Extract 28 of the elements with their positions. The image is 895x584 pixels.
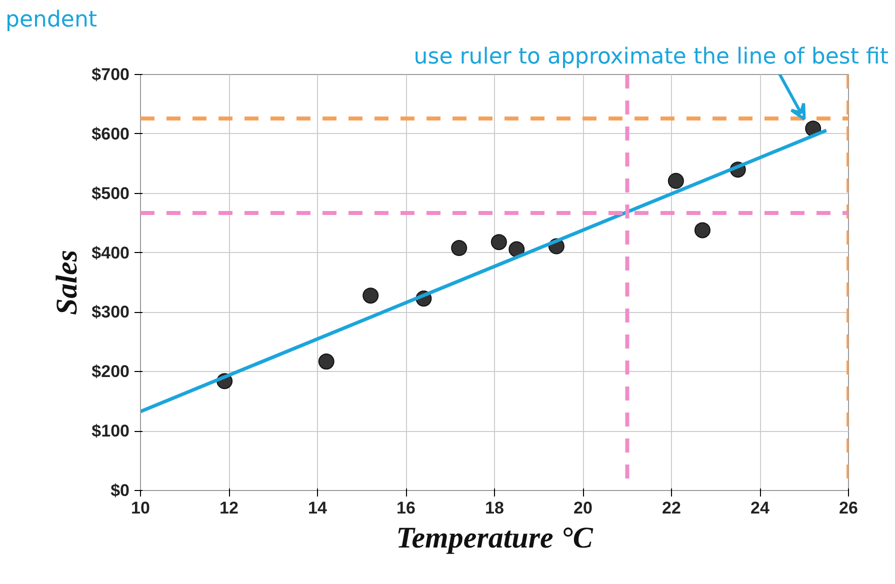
x-tick-label: 12 bbox=[220, 498, 238, 518]
y-tick-label: $700 bbox=[92, 65, 130, 84]
y-tick-label: $300 bbox=[92, 302, 130, 322]
point bbox=[318, 354, 334, 370]
x-tick-label: 18 bbox=[485, 498, 504, 518]
y-tick-label: $100 bbox=[92, 422, 130, 441]
x-tick-label: 14 bbox=[308, 498, 328, 518]
y-tick-label: $400 bbox=[92, 243, 130, 262]
text: pendent bbox=[6, 8, 98, 32]
x-tick-label: 20 bbox=[574, 498, 592, 518]
x-axis-title: Temperature °C bbox=[396, 522, 594, 554]
x-tick-label: 10 bbox=[131, 498, 150, 518]
point bbox=[451, 240, 468, 256]
y-tick-label: $600 bbox=[92, 124, 130, 144]
y-tick-label: $200 bbox=[92, 362, 130, 382]
x-tick-label: 16 bbox=[396, 498, 416, 518]
point bbox=[490, 234, 507, 250]
x-tick-label: 26 bbox=[839, 498, 858, 518]
y-tick-label: $500 bbox=[92, 184, 130, 203]
point bbox=[508, 241, 525, 258]
x-tick-label: 24 bbox=[750, 498, 770, 518]
point bbox=[694, 222, 710, 238]
point bbox=[668, 172, 684, 189]
y-axis-title: Sales bbox=[50, 250, 84, 316]
y-tick-label: $0 bbox=[110, 481, 130, 500]
x-tick-label: 22 bbox=[662, 498, 681, 518]
annotation: use ruler to approximate the line of best fit bbox=[414, 44, 889, 70]
point bbox=[362, 288, 379, 304]
